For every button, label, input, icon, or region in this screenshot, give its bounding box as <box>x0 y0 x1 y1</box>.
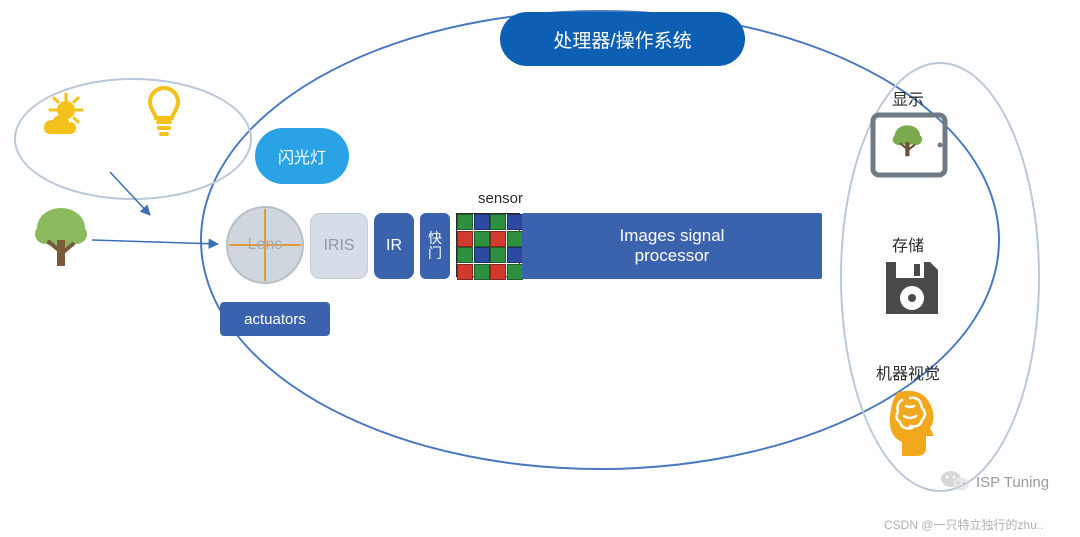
ir-label: IR <box>386 237 402 255</box>
isp-label: Images signal processor <box>620 226 725 267</box>
sensor-title: sensor <box>478 190 523 207</box>
actuators-label: actuators <box>244 311 306 328</box>
bayer-cell <box>457 231 473 247</box>
bayer-cell <box>507 264 523 280</box>
iris-box: IRIS <box>310 213 368 279</box>
bayer-cell <box>490 247 506 263</box>
bayer-cell <box>490 264 506 280</box>
display-tablet-icon <box>870 112 948 178</box>
bayer-cell <box>490 231 506 247</box>
bayer-cell <box>507 231 523 247</box>
bayer-cell <box>474 214 490 230</box>
bayer-cell <box>490 214 506 230</box>
watermark-line1: ISP Tuning <box>976 474 1049 491</box>
shutter-label: 快 门 <box>428 231 442 262</box>
machine-vision-icon <box>880 386 944 458</box>
bayer-cell <box>474 247 490 263</box>
output-label-storage: 存储 <box>892 232 924 256</box>
watermark-line2: CSDN @一只特立独行的zhu.. <box>884 516 1044 533</box>
shutter-box: 快 门 <box>420 213 450 279</box>
bayer-cell <box>457 214 473 230</box>
bayer-cell <box>474 264 490 280</box>
wechat-icon <box>940 468 970 494</box>
bayer-cell <box>457 247 473 263</box>
lens-label: Lens <box>225 205 305 285</box>
bayer-cell <box>457 264 473 280</box>
ir-box: IR <box>374 213 414 279</box>
bayer-cell <box>507 214 523 230</box>
sensor-bayer-grid <box>456 213 520 277</box>
actuators-box: actuators <box>220 302 330 336</box>
lens-circle: Lens <box>225 205 305 285</box>
bayer-cell <box>474 231 490 247</box>
storage-floppy-icon <box>880 256 944 320</box>
isp-box: Images signal processor <box>522 213 822 279</box>
diagram-canvas: { "canvas": { "w": 1080, "h": 537, "bg":… <box>0 0 1080 537</box>
bayer-cell <box>507 247 523 263</box>
output-label-display: 显示 <box>892 86 924 110</box>
output-label-vision: 机器视觉 <box>876 360 940 384</box>
iris-label: IRIS <box>323 237 354 255</box>
